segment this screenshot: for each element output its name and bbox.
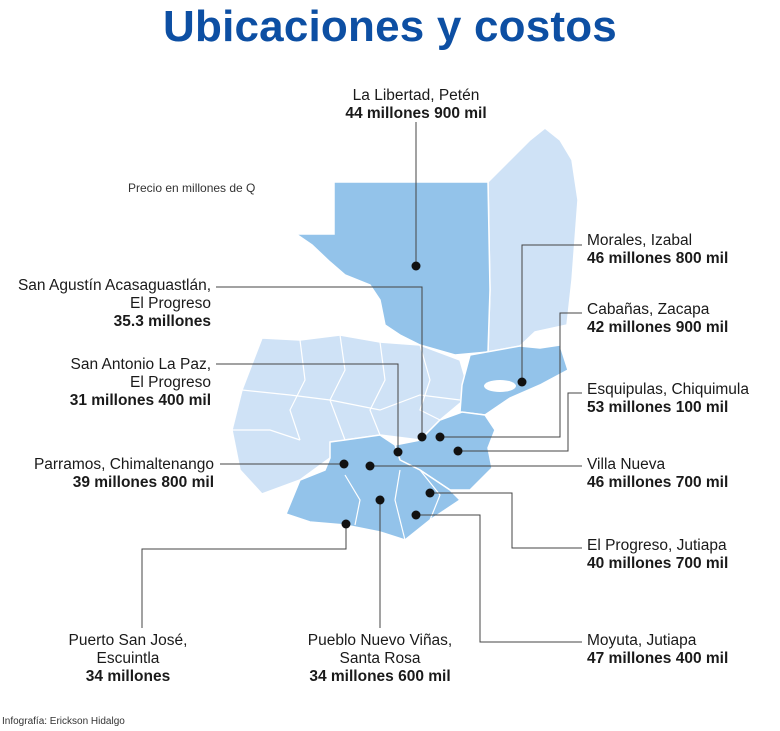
label-cabanas: Cabañas, Zacapa 42 millones 900 mil [587,301,729,336]
leader-line-esquipulas [458,392,582,452]
location-marker-esquipulas [453,446,463,456]
location-marker-puerto-san-jose [341,519,351,529]
leader-line-san-agustin [216,286,423,437]
leader-line-san-antonio-la-paz [216,363,399,452]
location-marker-san-agustin [417,432,427,442]
label-villa-nueva: Villa Nueva 46 millones 700 mil [587,456,729,491]
location-marker-la-libertad [411,261,421,271]
leader-line-el-progreso-jutiapa [430,492,582,549]
location-marker-el-progreso-jutiapa [425,488,435,498]
label-puerto-san-jose: Puerto San José, Escuintla 34 millones [68,632,188,685]
location-marker-pueblo-nuevo-vinas [375,495,385,505]
page-title: Ubicaciones y costos [163,2,617,51]
credit: Infografía: Erickson Hidalgo [2,716,125,727]
leader-line-cabanas [440,312,582,438]
location-marker-morales [517,377,527,387]
location-marker-san-antonio-la-paz [393,447,403,457]
label-san-antonio-la-paz: San Antonio La Paz, El Progreso 31 millone… [69,356,211,409]
location-marker-parramos [339,459,349,469]
label-moyuta: Moyuta, Jutiapa 47 millones 400 mil [587,632,729,667]
map-subtitle: Precio en millones de Q [128,181,256,195]
location-marker-villa-nueva [365,461,375,471]
label-morales: Morales, Izabal 46 millones 800 mil [587,232,729,267]
leader-line-moyuta [416,514,582,643]
region-izabal [459,344,569,416]
label-parramos: Parramos, Chimaltenango 39 millones 800 m… [33,456,214,491]
label-esquipulas: Esquipulas, Chiquimula 53 millones 100 mi… [587,381,749,416]
label-el-progreso-jutiapa: El Progreso, Jutiapa 40 millones 700 mil [587,537,729,572]
lake-izabal [484,380,516,392]
label-la-libertad: La Libertad, Petén 44 millones 900 mil [345,87,487,122]
leader-line-morales [521,244,582,382]
internal-borders [232,334,461,541]
region-west-highlands [231,334,471,495]
label-san-agustin: San Agustín Acasaguastlán, El Progreso 35.… [17,277,211,330]
leader-line-puerto-san-jose [141,524,347,628]
location-marker-cabanas [435,432,445,442]
label-pueblo-nuevo-vinas: Pueblo Nuevo Viñas, Santa Rosa 34 millones… [307,632,453,685]
region-peten-west [293,181,491,356]
location-marker-moyuta [411,510,421,520]
